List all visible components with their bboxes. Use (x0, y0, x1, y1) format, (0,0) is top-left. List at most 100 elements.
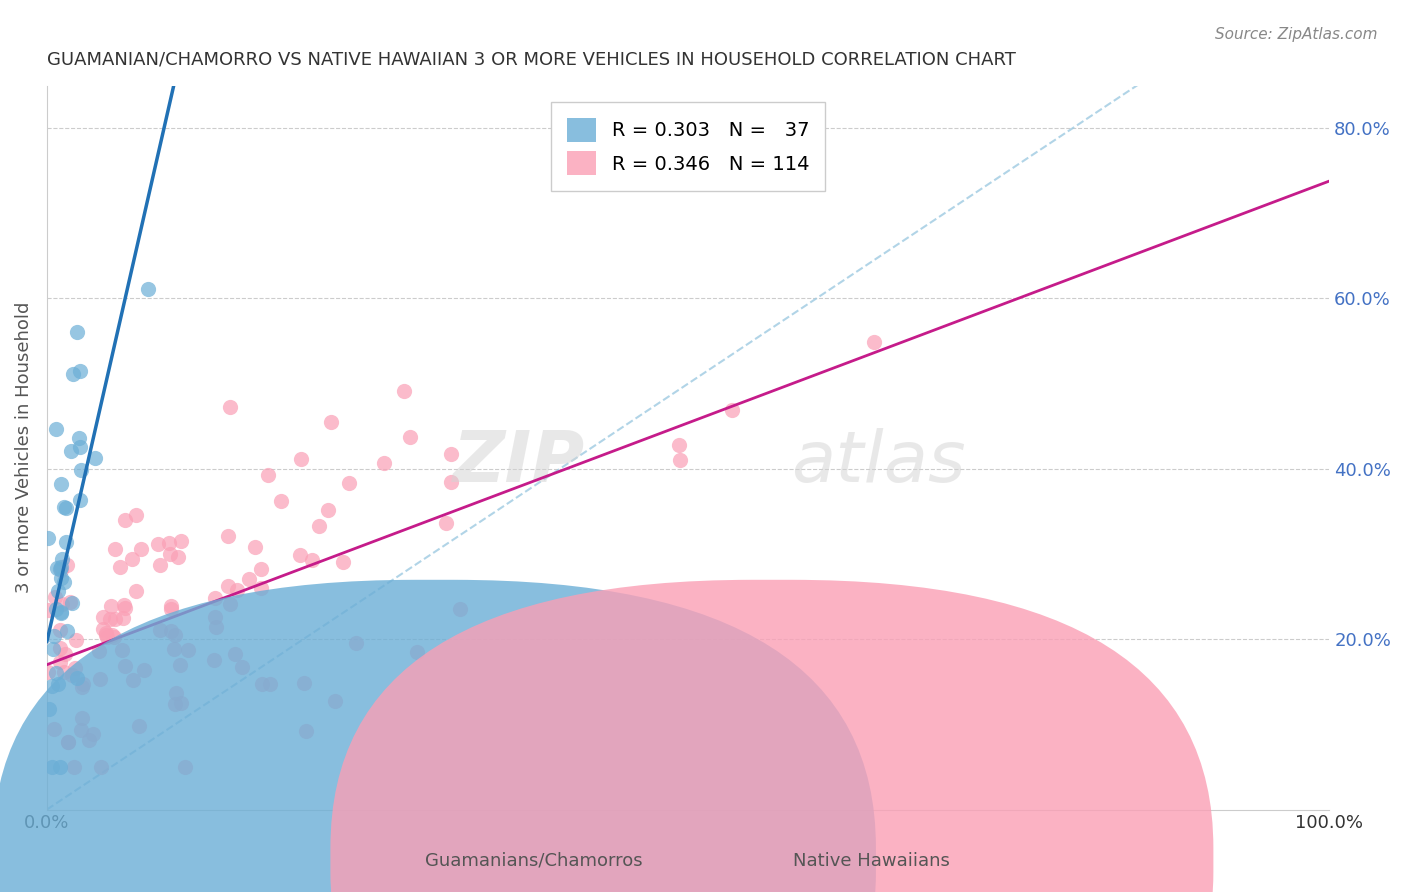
Native Hawaiians (89, 672, 111, 686)
Native Hawaiians (288, 548, 311, 562)
Guamanians/Chamorros (56, 624, 79, 639)
Native Hawaiians (58, 735, 80, 749)
Legend: R = 0.303   N =   37, R = 0.346   N = 114: R = 0.303 N = 37, R = 0.346 N = 114 (551, 103, 825, 191)
Guamanians/Chamorros (41, 760, 63, 774)
Guamanians/Chamorros (70, 463, 93, 477)
Native Hawaiians (100, 628, 122, 642)
Guamanians/Chamorros (42, 629, 65, 643)
Guamanians/Chamorros (48, 562, 70, 576)
Native Hawaiians (392, 384, 415, 398)
Guamanians/Chamorros (37, 531, 59, 545)
Native Hawaiians (159, 601, 181, 615)
Native Hawaiians (48, 640, 70, 655)
Native Hawaiians (245, 541, 267, 555)
Y-axis label: 3 or more Vehicles in Household: 3 or more Vehicles in Household (15, 301, 32, 593)
Guamanians/Chamorros (84, 450, 107, 465)
Guamanians/Chamorros (65, 672, 87, 686)
Native Hawaiians (238, 572, 260, 586)
Native Hawaiians (668, 438, 690, 452)
Native Hawaiians (668, 453, 690, 467)
Native Hawaiians (225, 583, 247, 598)
Native Hawaiians (146, 537, 169, 551)
Native Hawaiians (91, 622, 114, 636)
Native Hawaiians (103, 631, 125, 645)
Native Hawaiians (96, 630, 118, 644)
Native Hawaiians (65, 632, 87, 647)
Native Hawaiians (202, 653, 225, 667)
Native Hawaiians (167, 549, 190, 564)
Native Hawaiians (159, 548, 181, 562)
Native Hawaiians (63, 661, 86, 675)
Native Hawaiians (204, 591, 226, 605)
Native Hawaiians (252, 677, 274, 691)
Guamanians/Chamorros (45, 666, 67, 681)
Native Hawaiians (37, 603, 59, 617)
Native Hawaiians (250, 581, 273, 595)
Native Hawaiians (434, 516, 457, 531)
Native Hawaiians (169, 657, 191, 672)
Native Hawaiians (157, 536, 180, 550)
Native Hawaiians (149, 558, 172, 573)
Native Hawaiians (42, 723, 65, 737)
Native Hawaiians (308, 518, 330, 533)
Native Hawaiians (259, 677, 281, 691)
Native Hawaiians (249, 562, 271, 576)
Native Hawaiians (257, 468, 280, 483)
Native Hawaiians (114, 600, 136, 615)
Native Hawaiians (440, 447, 463, 461)
Text: Native Hawaiians: Native Hawaiians (793, 852, 950, 870)
Guamanians/Chamorros (55, 501, 77, 516)
Native Hawaiians (100, 599, 122, 614)
Guamanians/Chamorros (53, 500, 76, 514)
Native Hawaiians (721, 402, 744, 417)
Guamanians/Chamorros (51, 560, 73, 574)
Native Hawaiians (37, 665, 59, 679)
Native Hawaiians (72, 677, 94, 691)
Guamanians/Chamorros (42, 642, 65, 657)
Native Hawaiians (125, 508, 148, 522)
Native Hawaiians (111, 643, 134, 657)
Native Hawaiians (94, 628, 117, 642)
Guamanians/Chamorros (66, 326, 89, 340)
Native Hawaiians (398, 430, 420, 444)
Native Hawaiians (49, 623, 72, 637)
Native Hawaiians (440, 475, 463, 489)
Guamanians/Chamorros (62, 367, 84, 381)
Native Hawaiians (59, 595, 82, 609)
Native Hawaiians (224, 648, 246, 662)
Guamanians/Chamorros (46, 676, 69, 690)
Guamanians/Chamorros (51, 551, 73, 566)
Native Hawaiians (165, 697, 187, 711)
Native Hawaiians (160, 624, 183, 639)
Native Hawaiians (128, 719, 150, 733)
Native Hawaiians (163, 628, 186, 642)
FancyBboxPatch shape (0, 580, 876, 892)
Native Hawaiians (121, 552, 143, 566)
Native Hawaiians (60, 668, 83, 682)
Native Hawaiians (373, 456, 395, 470)
Native Hawaiians (72, 680, 94, 694)
Native Hawaiians (48, 655, 70, 669)
Native Hawaiians (44, 590, 66, 604)
Native Hawaiians (104, 612, 127, 626)
Native Hawaiians (90, 760, 112, 774)
Guamanians/Chamorros (45, 560, 67, 574)
Guamanians/Chamorros (62, 597, 84, 611)
Native Hawaiians (316, 502, 339, 516)
Native Hawaiians (332, 555, 354, 569)
Native Hawaiians (129, 541, 152, 556)
Native Hawaiians (108, 560, 131, 574)
Native Hawaiians (56, 735, 79, 749)
Native Hawaiians (122, 673, 145, 687)
Text: Guamanians/Chamorros: Guamanians/Chamorros (426, 852, 643, 870)
Native Hawaiians (82, 727, 104, 741)
Native Hawaiians (63, 760, 86, 774)
Native Hawaiians (177, 643, 200, 657)
Native Hawaiians (149, 624, 172, 638)
Guamanians/Chamorros (52, 574, 75, 589)
Native Hawaiians (56, 558, 79, 572)
Native Hawaiians (70, 711, 93, 725)
FancyBboxPatch shape (330, 580, 1213, 892)
Guamanians/Chamorros (44, 602, 66, 616)
Text: ZIP: ZIP (453, 427, 585, 497)
